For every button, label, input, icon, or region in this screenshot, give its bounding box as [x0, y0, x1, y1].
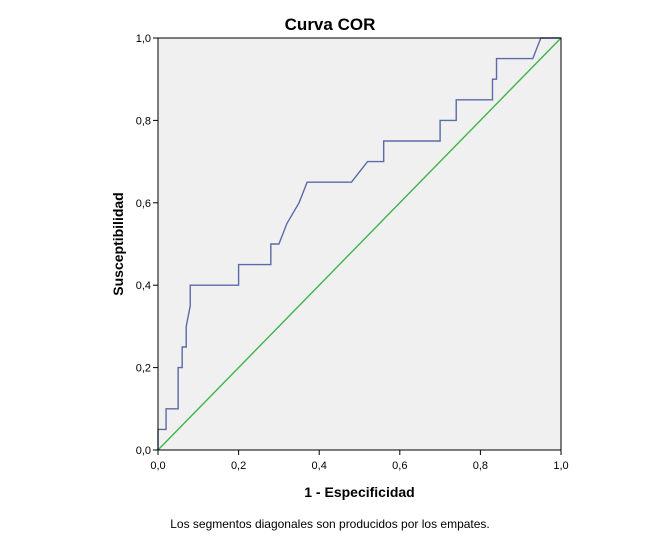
x-tick-label: 0,8	[473, 460, 488, 472]
x-axis: 0,0 0,2 0,4 0,6 0,8 1,0	[150, 450, 569, 472]
y-tick-label: 0,4	[136, 280, 151, 292]
y-axis-label: Susceptibilidad	[110, 192, 126, 295]
y-tick-label: 0,8	[136, 115, 151, 127]
x-tick-label: 0,2	[231, 460, 246, 472]
y-tick-label: 0,6	[136, 198, 151, 210]
chart-footnote: Los segmentos diagonales son producidos …	[170, 517, 490, 531]
x-tick-label: 0,6	[392, 460, 407, 472]
y-tick-label: 1,0	[136, 33, 151, 45]
plot-frame	[157, 37, 562, 451]
series-layer	[157, 37, 562, 451]
y-tick-label: 0,2	[136, 363, 151, 375]
x-tick-label: 0,4	[312, 460, 327, 472]
x-axis-label: 1 - Especificidad	[304, 484, 414, 500]
chart-title: Curva COR	[285, 15, 376, 34]
x-tick-label: 0,0	[150, 460, 165, 472]
x-tick-label: 1,0	[553, 460, 568, 472]
reference-diagonal-line	[157, 37, 562, 451]
y-tick-label: 0,0	[136, 445, 151, 457]
roc-curve-line	[157, 37, 561, 450]
y-axis: 0,0 0,2 0,4 0,6 0,8 1,0	[136, 33, 158, 457]
